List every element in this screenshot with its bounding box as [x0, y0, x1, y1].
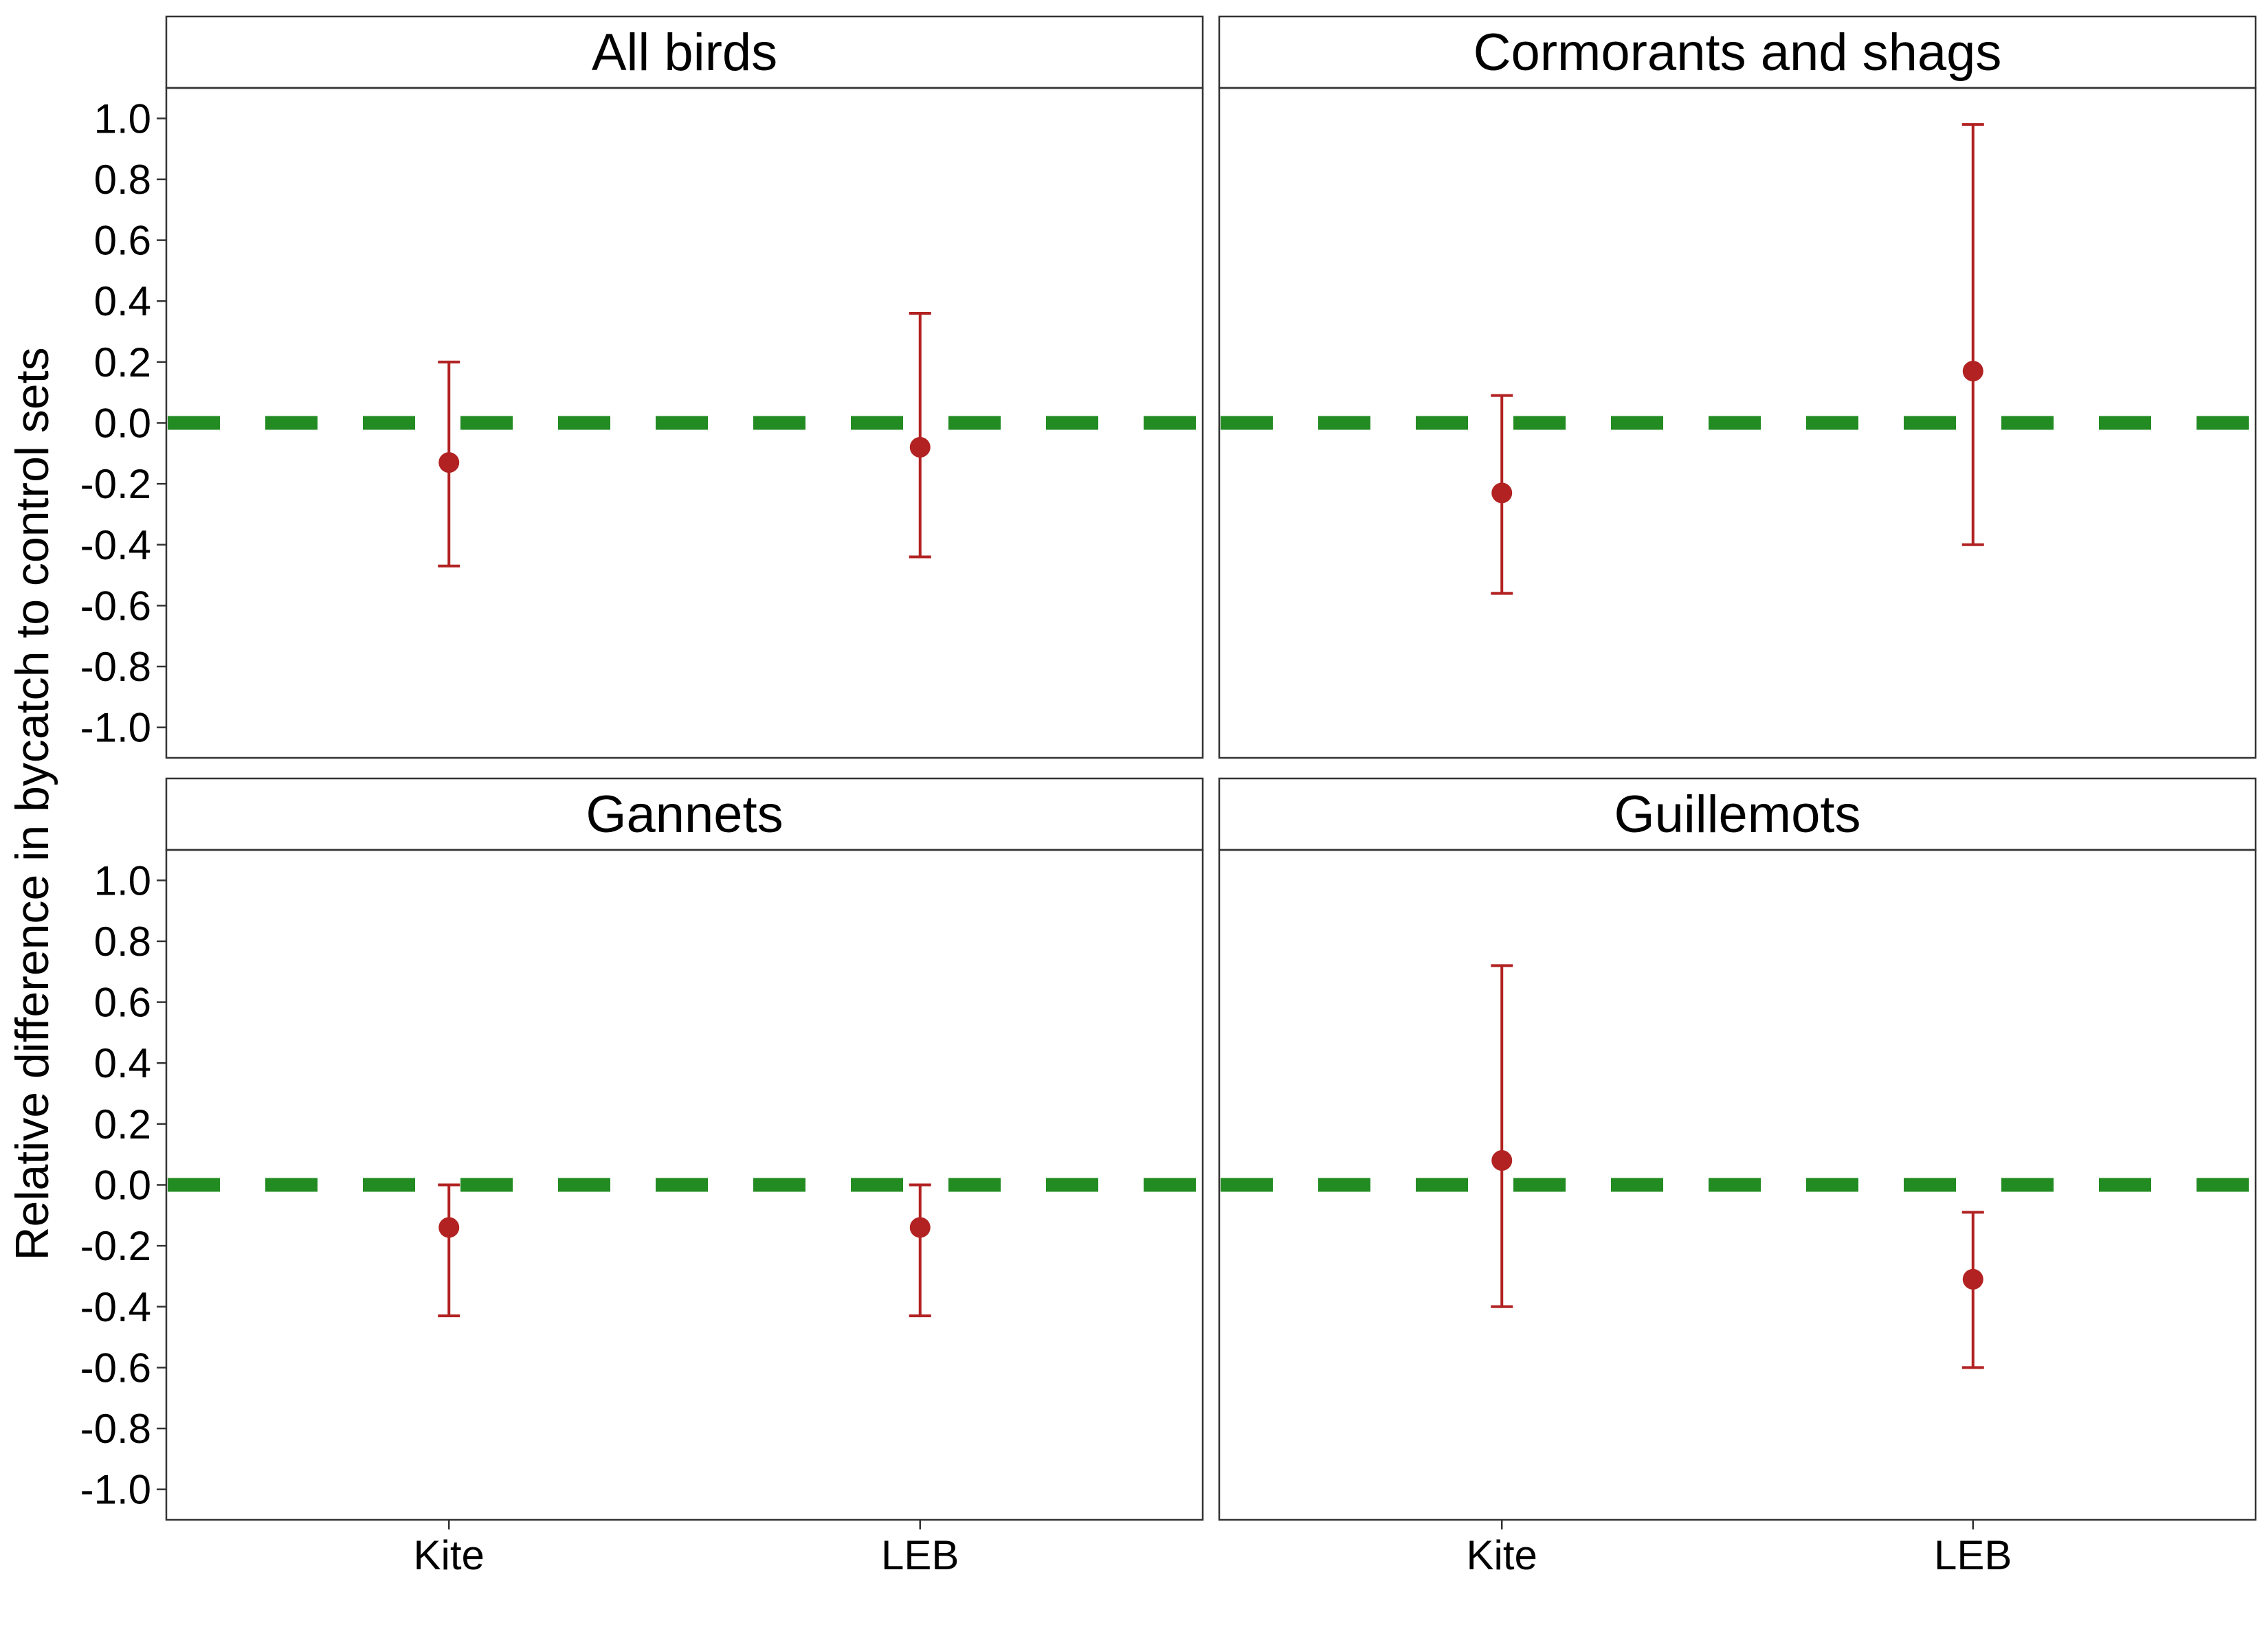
data-point — [909, 1217, 931, 1238]
x-tick-label: Kite — [1467, 1532, 1537, 1578]
y-tick-label: 0.4 — [94, 1040, 151, 1086]
data-point — [1962, 1268, 1983, 1290]
y-tick-label: -0.4 — [80, 1284, 151, 1330]
y-tick-label: 0.2 — [94, 339, 151, 385]
y-tick-label: 0.2 — [94, 1101, 151, 1147]
data-point — [1491, 1150, 1513, 1171]
panel-border — [1218, 87, 2257, 759]
x-tick-label: LEB — [1934, 1532, 2012, 1578]
data-point — [438, 452, 460, 473]
y-tick-label: 0.6 — [94, 218, 151, 264]
y-tick-label: -0.6 — [80, 583, 151, 629]
facet-strip — [165, 15, 1204, 89]
y-tick-label: 0.0 — [94, 1163, 151, 1209]
y-tick-label: 0.6 — [94, 980, 151, 1026]
y-axis-label: Relative difference in bycatch to contro… — [6, 347, 58, 1260]
y-tick-label: -0.8 — [80, 1406, 151, 1452]
facet-strip — [1218, 15, 2257, 89]
facet-panel: Guillemots Kite LEB — [1218, 777, 2257, 1578]
panel-border — [1218, 849, 2257, 1521]
facet-title: All birds — [592, 23, 777, 82]
data-point — [1962, 361, 1983, 382]
facet-strip — [165, 777, 1204, 851]
y-tick-label: 1.0 — [94, 96, 151, 142]
y-tick-label: -1.0 — [80, 1467, 151, 1513]
y-tick-label: -0.2 — [80, 461, 151, 507]
data-point — [909, 436, 931, 458]
facet-panels: All birds 1.0 0.8 0.6 0.4 0.2 0.0 -0.2 -0.4 -0.6 -… — [80, 15, 2257, 1578]
y-tick-label: 0.8 — [94, 157, 151, 203]
facet-title: Guillemots — [1614, 785, 1861, 844]
data-point — [1491, 482, 1513, 504]
facet-title: Gannets — [586, 785, 783, 844]
x-tick-label: Kite — [414, 1532, 485, 1578]
data-point — [438, 1217, 460, 1238]
facet-panel: Cormorants and shags — [1218, 15, 2257, 759]
facet-title: Cormorants and shags — [1474, 23, 2002, 82]
y-tick-label: -0.4 — [80, 522, 151, 568]
y-tick-label: -1.0 — [80, 705, 151, 751]
y-tick-label: 1.0 — [94, 857, 151, 904]
y-tick-label: 0.8 — [94, 919, 151, 965]
y-tick-label: 0.0 — [94, 401, 151, 447]
y-tick-label: -0.6 — [80, 1345, 151, 1391]
y-tick-label: 0.4 — [94, 278, 151, 324]
facet-panel: All birds 1.0 0.8 0.6 0.4 0.2 0.0 -0.2 -0.4 -0.6 -… — [80, 15, 1204, 759]
x-tick-label: LEB — [881, 1532, 959, 1578]
facet-panel: Gannets 1.0 0.8 0.6 0.4 0.2 0.0 -0.2 -0.4 -0.6 -0.… — [80, 777, 1204, 1578]
y-tick-label: -0.2 — [80, 1223, 151, 1269]
y-tick-label: -0.8 — [80, 644, 151, 690]
